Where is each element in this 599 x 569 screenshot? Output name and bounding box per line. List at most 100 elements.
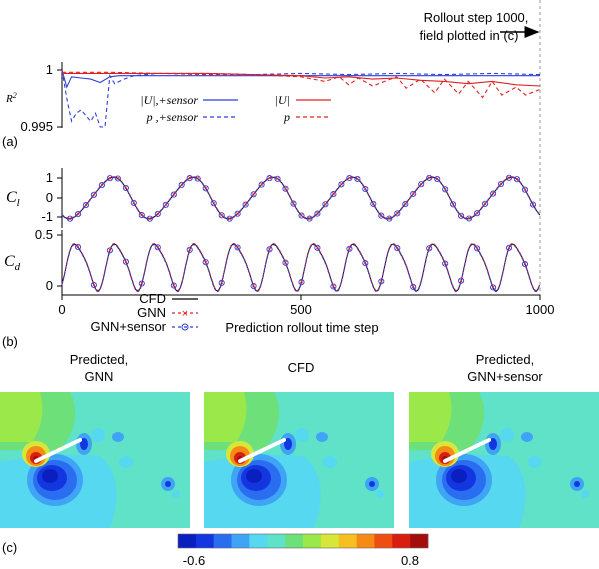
panel-label-c: (c) [2,540,17,555]
cl-tick-label-0: 0 [46,190,53,205]
cd-marker-gnn-sensor [505,244,513,251]
cl-marker-gnn: × [227,214,232,223]
field-trail-vortex-c [119,456,133,468]
cl-marker-gnn-sensor [410,190,417,197]
annotation-line2: field plotted in (c) [420,28,519,43]
cl-marker-gnn: × [451,200,456,209]
cd-marker-gnn-sensor [394,245,401,252]
cd-marker-gnn: × [283,258,288,267]
cl-marker-gnn-sensor [370,200,377,207]
cd-marker-gnn: × [155,243,160,252]
cl-marker-gnn: × [171,190,176,199]
cl-series-group: ×××××× ×××× ×××××× ×××× ×××××× ×××× ×××××× ××××… [61,173,541,223]
cd-marker-gnn: × [315,243,320,252]
cl-marker-gnn-sensor [282,185,289,192]
cl-marker-gnn: × [267,174,272,183]
cd-marker-gnn-sensor [442,260,449,267]
cl-marker-gnn-sensor [490,190,497,197]
cd-marker-gnn-sensor [234,244,241,251]
cl-marker-gnn-sensor [266,175,273,182]
field-trail-vortex-a [500,428,514,442]
field-small-vortex-core [489,438,497,450]
colorbar-segment [374,534,393,548]
cl-marker-gnn: × [155,210,160,219]
cd-marker-gnn-sensor [170,282,177,289]
cl-marker-gnn: × [459,211,464,220]
cl-marker-gnn: × [403,200,408,209]
r2-series-line-1 [61,69,541,128]
cl-marker-gnn: × [315,209,320,218]
cd-marker-gnn: × [108,246,113,255]
cd-marker-gnn: × [171,281,176,290]
r2-plot: 1 0.995 R2 |U|,+sensor p ,+sensor |U| p [5,62,541,134]
cl-marker-gnn-sensor [521,186,529,193]
cl-marker-gnn-sensor [529,201,537,208]
cd-marker-gnn-sensor [74,243,82,251]
cl-marker-gnn: × [251,190,256,199]
cd-legend-label-cfd: CFD [139,291,166,306]
field-title-gnn-sensor-line1: Predicted, [476,352,535,367]
cl-series-line-gnn [61,176,541,219]
cd-marker-gnn: × [427,244,432,253]
cl-marker-gnn-sensor [210,200,217,207]
cl-marker-gnn: × [131,199,136,208]
colorbar-segment [303,534,322,548]
cd-marker-gnn: × [347,244,352,253]
cl-marker-gnn-sensor [186,175,193,182]
colorbar-segment [249,534,268,548]
cl-marker-gnn: × [347,174,352,183]
cl-marker-gnn: × [299,211,304,220]
r2-tick-label-0995: 0.995 [20,119,53,134]
x-tick-label-1000: 1000 [526,302,555,317]
colorbar-border [177,533,429,549]
cl-marker-gnn-sensor [418,181,425,188]
cl-marker-gnn-sensor [130,199,137,206]
cl-marker-gnn: × [108,174,113,183]
cl-marker-gnn: × [84,201,89,210]
field-title-gnn-sensor-line2: GNN+sensor [467,369,543,384]
field-trail-vortex-d-core [574,481,580,487]
cl-marker-gnn-sensor [234,210,241,217]
cl-marker-gnn: × [291,199,296,208]
field-panel-gnn-sensor [409,392,599,528]
cl-marker-gnn: × [219,211,224,220]
colorbar-segment [285,534,304,548]
cl-marker-gnn: × [411,190,416,199]
field-trail-vortex-d-core [369,481,375,487]
cl-marker-gnn: × [243,200,248,209]
field-vortex-core [246,469,262,483]
field-small-vortex-core [80,438,88,450]
cl-plot: 1 0 -1 Cl ×××××× ×××× ×××××× ×××× ×××××× ××××… [6,168,541,228]
r2-legend-label-u: |U| [275,93,290,107]
field-region-upper-inner [204,392,247,442]
cd-marker-gnn: × [443,259,448,268]
cd-marker-gnn: × [203,258,208,267]
cl-marker-gnn: × [435,175,440,184]
cl-marker-gnn: × [203,184,208,193]
cl-marker-gnn-sensor [442,186,449,193]
field-vortex-core [42,469,58,483]
cd-series-line-gnn-sensor [61,244,540,293]
cd-marker-gnn: × [219,278,224,287]
cl-marker-gnn: × [331,190,336,199]
cd-marker-gnn: × [459,276,464,285]
field-panel-gnn [0,392,190,528]
cl-marker-gnn: × [419,180,424,189]
cl-marker-gnn-sensor [402,201,409,208]
cd-marker-gnn-sensor [218,279,225,286]
cd-marker-gnn: × [235,243,240,252]
cl-marker-gnn: × [531,200,536,209]
cl-marker-gnn-sensor [306,215,313,222]
cd-legend-marker-gnn: × [182,308,188,320]
cd-marker-gnn-sensor [458,277,465,284]
field-trail-vortex-c [323,456,337,468]
cl-marker-gnn-sensor [474,210,481,217]
x-tick-label-500: 500 [290,302,312,317]
cl-marker-gnn: × [124,184,129,193]
cd-marker-gnn-sensor [202,259,209,266]
r2-legend-label-p-sensor: p ,+sensor [146,110,199,124]
cl-marker-gnn-sensor [106,175,113,182]
field-trail-vortex-c [528,456,542,468]
cl-marker-gnn-sensor [178,181,185,188]
cl-marker-gnn-sensor [194,175,201,182]
